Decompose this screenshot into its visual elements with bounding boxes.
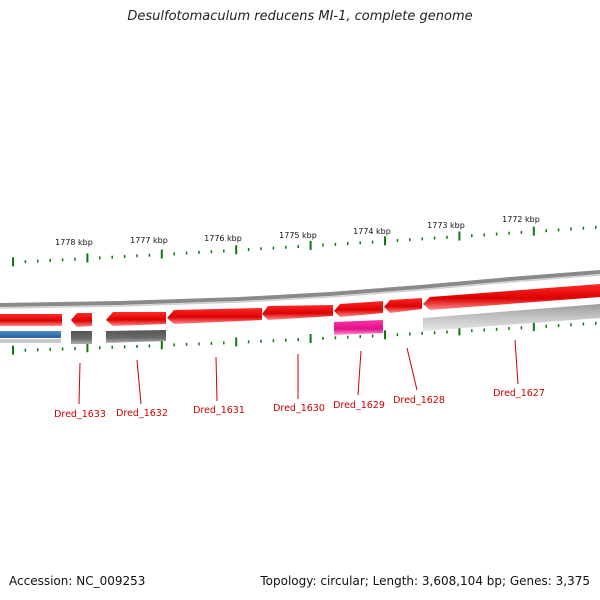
gene-label-dred-1627[interactable]: Dred_1627 bbox=[493, 388, 545, 399]
gene-label-dred-1633[interactable]: Dred_1633 bbox=[54, 409, 106, 420]
gene-label-dred-1631[interactable]: Dred_1631 bbox=[193, 405, 245, 416]
blue-feature[interactable] bbox=[0, 331, 61, 338]
gene-label-dred-1632[interactable]: Dred_1632 bbox=[116, 408, 168, 419]
scale-label-1775: 1775 kbp bbox=[279, 231, 317, 240]
gene-arrow-dred-1627[interactable] bbox=[423, 284, 600, 310]
genome-backbone-shadow bbox=[0, 274, 600, 309]
feature-track bbox=[0, 304, 600, 344]
leader-dred-1632 bbox=[136, 359, 142, 405]
scale-label-1773: 1773 kbp bbox=[427, 221, 465, 230]
dark-gray-feature-1633[interactable] bbox=[71, 331, 92, 344]
gene-arrow-dred-1630[interactable] bbox=[262, 305, 333, 320]
gene-arrow-dred-1632[interactable] bbox=[106, 312, 166, 326]
dark-gray-feature-1632[interactable] bbox=[106, 330, 166, 343]
scale-label-1772: 1772 kbp bbox=[502, 215, 540, 224]
scale-label-1778: 1778 kbp bbox=[55, 238, 93, 247]
gene-arrow-1633-partial[interactable] bbox=[0, 314, 62, 326]
upper-tick-row bbox=[12, 225, 597, 267]
accession-text: Accession: NC_009253 bbox=[9, 574, 146, 588]
gene-labels: Dred_1633 Dred_1632 Dred_1631 Dred_1630 … bbox=[54, 388, 545, 420]
gene-arrow-dred-1633[interactable] bbox=[71, 313, 92, 327]
light-gray-feature-left[interactable] bbox=[0, 339, 61, 343]
gene-label-dred-1628[interactable]: Dred_1628 bbox=[393, 395, 445, 406]
leader-dred-1633 bbox=[78, 362, 81, 405]
gene-arrow-dred-1631[interactable] bbox=[167, 308, 262, 324]
gene-arrow-dred-1629[interactable] bbox=[334, 301, 383, 317]
pink-feature-1629[interactable] bbox=[334, 320, 383, 335]
genome-summary-text: Topology: circular; Length: 3,608,104 bp… bbox=[260, 574, 590, 588]
scale-label-1774: 1774 kbp bbox=[353, 227, 391, 236]
gene-arrow-dred-1628[interactable] bbox=[384, 298, 422, 313]
scale-label-1776: 1776 kbp bbox=[204, 234, 242, 243]
light-gray-feature-1627[interactable] bbox=[423, 304, 600, 331]
gene-label-dred-1630[interactable]: Dred_1630 bbox=[273, 403, 325, 414]
map-title: Desulfotomaculum reducens MI-1, complete… bbox=[127, 9, 473, 24]
gene-label-dred-1629[interactable]: Dred_1629 bbox=[333, 400, 385, 411]
lower-tick-row bbox=[12, 321, 597, 355]
gene-track bbox=[0, 284, 600, 327]
leader-dred-1628 bbox=[406, 347, 418, 391]
scale-label-1777: 1777 kbp bbox=[130, 236, 168, 245]
leader-lines bbox=[78, 339, 519, 405]
genome-backbone bbox=[0, 270, 600, 307]
leader-dred-1627 bbox=[514, 339, 519, 385]
scale-labels: 1778 kbp 1777 kbp 1776 kbp 1775 kbp 1774… bbox=[55, 215, 540, 247]
leader-dred-1631 bbox=[215, 356, 218, 402]
leader-dred-1629 bbox=[357, 350, 362, 396]
